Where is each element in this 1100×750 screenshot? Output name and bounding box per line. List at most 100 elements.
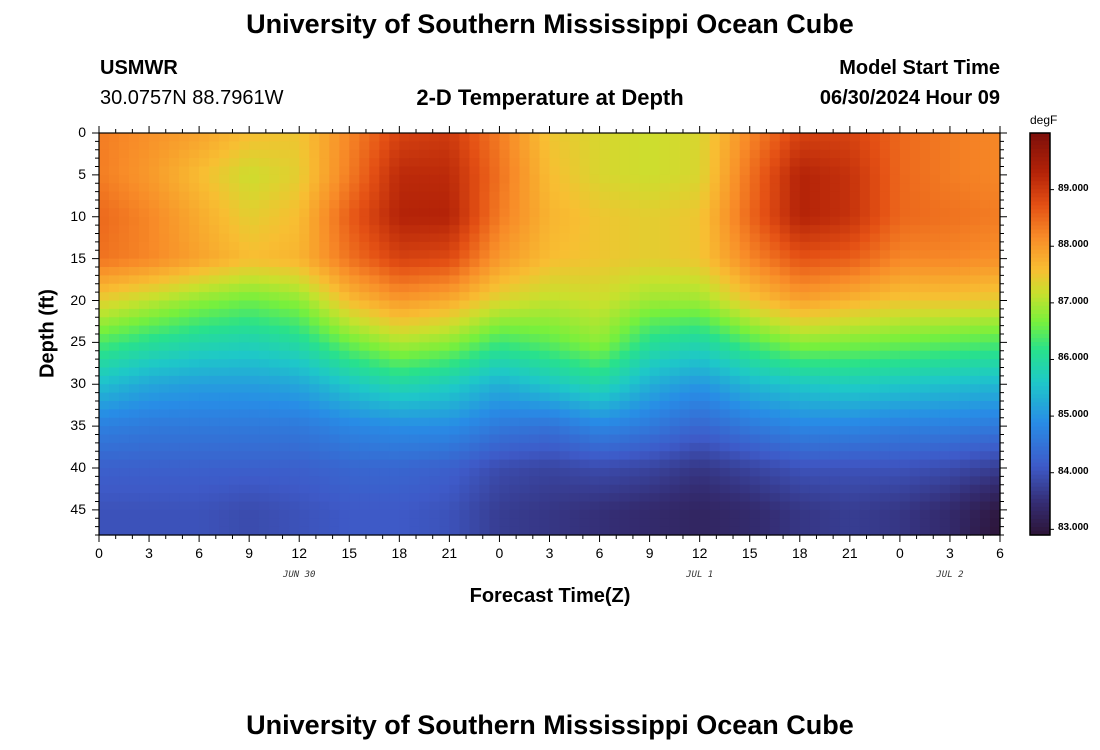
heatmap-cell [669,308,681,318]
heatmap-cell [629,133,641,142]
heatmap-cell [909,166,921,176]
heatmap-cell [679,509,691,519]
heatmap-cell [649,518,661,528]
heatmap-cell [799,308,811,318]
heatmap-cell [209,342,220,352]
heatmap-cell [709,526,721,536]
heatmap-cell [699,509,711,519]
heatmap-cell [589,241,601,251]
heatmap-cell [559,442,571,452]
heatmap-cell [759,200,771,209]
heatmap-cell [719,434,731,444]
heatmap-cell [539,342,551,352]
heatmap-cell [149,334,160,343]
heatmap-cell [249,509,260,519]
heatmap-cell [839,342,851,352]
heatmap-cell [749,401,761,410]
heatmap-cell [709,484,721,494]
heatmap-cell [189,216,200,226]
heatmap-cell [259,258,270,268]
heatmap-cell [619,141,631,151]
heatmap-cell [249,283,260,293]
heatmap-cell [699,409,711,419]
heatmap-cell [469,267,481,276]
heatmap-cell [739,426,751,436]
heatmap-cell [129,275,140,285]
heatmap-cell [139,174,150,184]
heatmap-cell [749,518,761,528]
heatmap-cell [139,493,150,503]
heatmap-cell [599,250,611,260]
heatmap-cell [489,241,501,251]
heatmap-cell [329,367,340,377]
heatmap-cell [399,350,410,360]
colorbar-segment [1030,213,1050,219]
heatmap-cell [489,267,501,276]
heatmap-cell [679,451,691,461]
heatmap-cell [799,451,811,461]
heatmap-cell [539,292,551,302]
heatmap-cell [289,317,300,327]
heatmap-cell [819,208,831,218]
heatmap-cell [939,250,951,260]
heatmap-cell [769,367,781,377]
heatmap-cell [869,166,881,176]
heatmap-cell [299,308,310,318]
heatmap-cell [789,518,801,528]
heatmap-cell [829,308,841,318]
heatmap-cell [979,174,991,184]
heatmap-cell [229,359,240,369]
heatmap-cell [979,225,991,235]
heatmap-cell [239,476,250,486]
heatmap-cell [169,258,180,268]
heatmap-cell [879,493,891,503]
heatmap-cell [329,267,340,276]
heatmap-cell [939,275,951,285]
heatmap-cell [799,359,811,369]
heatmap-cell [769,258,781,268]
colorbar-segment [1030,233,1050,239]
heatmap-cell [109,166,120,176]
heatmap-cell [879,459,891,469]
heatmap-cell [299,158,310,168]
heatmap-cell [749,158,761,168]
heatmap-cell [579,334,591,343]
heatmap-cell [949,166,961,176]
heatmap-cell [789,133,801,142]
heatmap-cell [919,409,931,419]
heatmap-cell [119,342,130,352]
heatmap-cell [869,426,881,436]
heatmap-cell [259,493,270,503]
heatmap-cell [319,350,330,360]
heatmap-cell [629,417,641,427]
heatmap-cell [769,384,781,394]
heatmap-cell [459,174,471,184]
heatmap-cell [499,158,511,168]
heatmap-cell [979,526,991,536]
heatmap-cell [419,350,430,360]
heatmap-cell [729,225,741,235]
heatmap-cell [919,166,931,176]
heatmap-cell [149,401,160,410]
heatmap-cell [699,275,711,285]
heatmap-cell [449,392,460,402]
heatmap-cell [939,484,951,494]
heatmap-cell [559,317,571,327]
heatmap-cell [959,367,971,377]
heatmap-cell [329,241,340,251]
heatmap-cell [709,468,721,477]
heatmap-cell [339,174,350,184]
heatmap-cell [659,250,671,260]
heatmap-cell [549,283,561,293]
heatmap-cell [139,501,150,511]
heatmap-cell [679,350,691,360]
heatmap-cell [579,325,591,335]
x-tick-label: 6 [996,545,1004,561]
heatmap-cell [249,501,260,511]
heatmap-cell [759,283,771,293]
heatmap-cell [289,183,300,193]
heatmap-cell [869,451,881,461]
heatmap-cell [609,133,621,142]
heatmap-cell [209,174,220,184]
heatmap-cell [309,308,320,318]
